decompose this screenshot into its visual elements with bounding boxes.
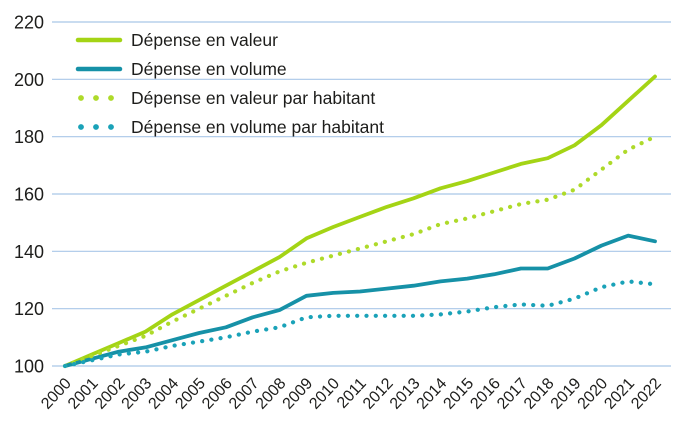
- legend-label: Dépense en volume: [131, 59, 287, 79]
- x-axis-tick-label: 2004: [145, 375, 182, 413]
- legend-dot-sample: [108, 95, 114, 101]
- x-axis-tick-label: 2020: [575, 375, 612, 413]
- x-axis-tick-label: 2000: [38, 375, 75, 413]
- x-axis-tick-label: 2001: [65, 375, 102, 413]
- x-axis-tick-label: 2009: [280, 375, 317, 413]
- x-axis-tick-label: 2006: [199, 375, 236, 413]
- y-axis-tick-label: 120: [14, 299, 44, 319]
- x-axis-tick-label: 2005: [172, 375, 209, 413]
- legend-dot-sample: [78, 95, 84, 101]
- series-line-d-pense-en-valeur-par-habitant: [62, 134, 658, 369]
- x-axis-tick-label: 2007: [226, 375, 263, 413]
- x-axis-tick-label: 2013: [387, 375, 424, 413]
- x-axis-tick-label: 2019: [548, 375, 585, 413]
- series-line-d-pense-en-volume: [63, 233, 657, 368]
- y-axis-tick-label: 100: [14, 357, 44, 377]
- x-axis-tick-label: 2003: [119, 375, 156, 413]
- y-axis-tick-label: 140: [14, 242, 44, 262]
- y-axis-tick-label: 180: [14, 127, 44, 147]
- y-axis-tick-label: 160: [14, 185, 44, 205]
- x-axis-tick-label: 2002: [92, 375, 129, 413]
- x-axis-tick-label: 2015: [440, 375, 477, 413]
- x-axis-tick-label: 2017: [494, 375, 531, 413]
- y-axis-tick-label: 200: [14, 70, 44, 90]
- x-axis-tick-label: 2014: [414, 375, 451, 413]
- legend-item: Dépense en volume: [75, 59, 287, 79]
- x-axis-tick-label: 2022: [628, 375, 665, 413]
- legend-item: Dépense en valeur: [75, 30, 278, 50]
- x-axis-tick-label: 2016: [467, 375, 504, 413]
- legend-item: Dépense en valeur par habitant: [78, 88, 375, 108]
- legend-item: Dépense en volume par habitant: [78, 117, 384, 137]
- legend-dot-sample: [78, 124, 84, 130]
- x-axis-tick-label: 2010: [306, 375, 343, 413]
- series-line-d-pense-en-volume-par-habitant: [62, 279, 658, 369]
- x-axis-tick-label: 2021: [601, 375, 638, 413]
- x-axis-tick-label: 2008: [253, 375, 290, 413]
- legend-dot-sample: [93, 95, 99, 101]
- x-axis-tick-label: 2012: [360, 375, 397, 413]
- legend-label: Dépense en valeur: [131, 30, 278, 50]
- series-line-d-pense-en-valeur: [63, 74, 657, 368]
- y-axis-tick-label: 220: [14, 13, 44, 33]
- x-axis-tick-label: 2018: [521, 375, 558, 413]
- legend-label: Dépense en valeur par habitant: [131, 88, 375, 108]
- legend-label: Dépense en volume par habitant: [131, 117, 384, 137]
- legend-dot-sample: [108, 124, 114, 130]
- legend-dot-sample: [93, 124, 99, 130]
